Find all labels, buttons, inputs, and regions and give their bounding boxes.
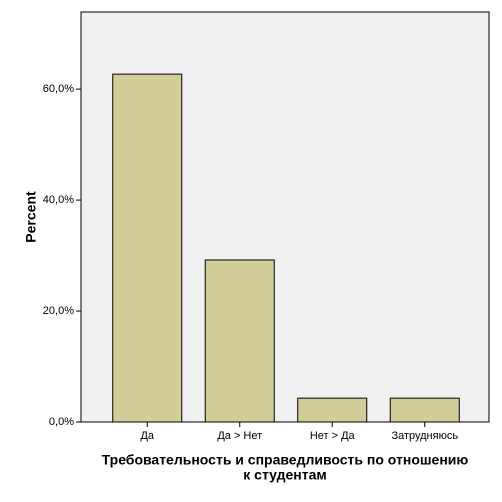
bar xyxy=(204,259,275,423)
bar xyxy=(389,397,460,423)
x-tick-label: Затрудняюсь xyxy=(391,430,458,442)
y-tick-label: 40,0% xyxy=(43,194,74,206)
x-axis-title: Требовательность и справедливость по отн… xyxy=(102,452,469,468)
y-axis-title: Percent xyxy=(23,191,39,243)
x-tick-label: Да > Нет xyxy=(217,430,262,442)
x-axis-title: к студентам xyxy=(243,467,326,483)
y-tick-label: 20,0% xyxy=(43,305,74,317)
x-tick-label: Нет > Да xyxy=(310,430,356,442)
x-tick-label: Да xyxy=(140,430,154,442)
y-tick-label: 0,0% xyxy=(49,416,74,428)
bar xyxy=(297,397,368,423)
y-tick-label: 60,0% xyxy=(43,83,74,95)
bar xyxy=(112,73,183,423)
